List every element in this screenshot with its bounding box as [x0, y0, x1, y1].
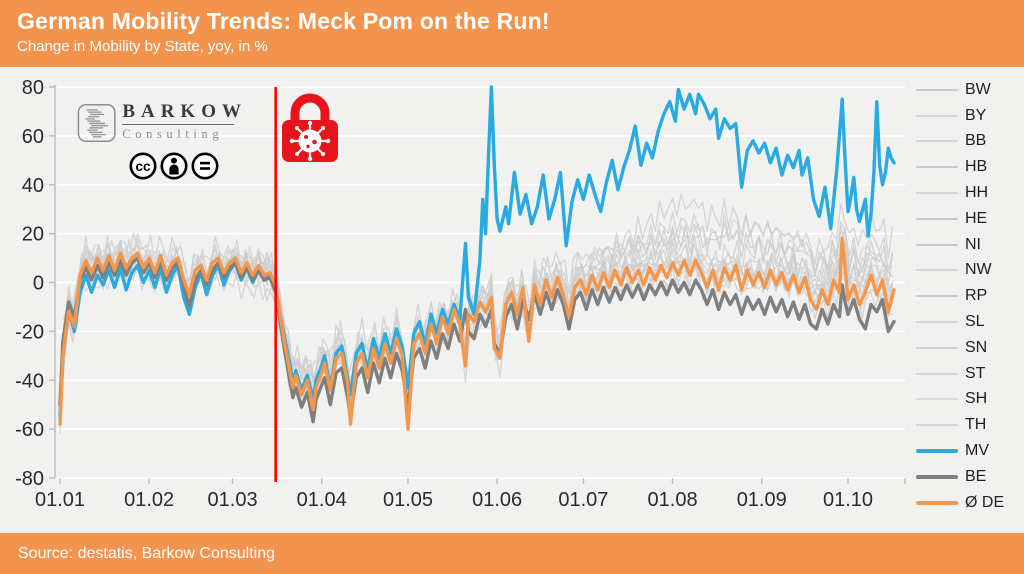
y-tick-label: -40	[15, 370, 44, 392]
x-tick-label: 01.06	[472, 489, 522, 511]
legend-swatch	[916, 500, 958, 505]
legend-swatch	[916, 346, 958, 349]
x-tick-label: 01.04	[297, 489, 347, 511]
legend-swatch	[916, 140, 958, 143]
legend-label: TH	[965, 416, 987, 434]
legend-item-BE: BE	[916, 464, 1020, 490]
legend-label: HB	[965, 158, 988, 176]
x-tick-label: 01.02	[124, 489, 174, 511]
y-tick-label: 80	[22, 77, 44, 99]
legend-swatch	[916, 321, 958, 324]
legend-item-MV: MV	[916, 438, 1020, 464]
legend-item-DE: Ø DE	[916, 490, 1020, 516]
legend-label: BY	[965, 106, 987, 124]
series-line-BE	[58, 256, 896, 424]
legend-label: BB	[965, 132, 987, 150]
legend-item-BY: BY	[916, 103, 1020, 129]
series-line-Ø DE	[58, 236, 896, 431]
chart-legend: BW BY BB HB HH HE NI NW RP SL SN ST SH TH MV BE Ø DE	[916, 77, 1020, 516]
creative-commons-license-icons: cc	[129, 152, 219, 180]
chart-subtitle: Change in Mobility by State, yoy, in %	[17, 38, 268, 55]
y-tick-label: -60	[15, 419, 44, 441]
source-note: Source: destatis, Barkow Consulting	[18, 545, 276, 562]
cc-nd-equals-icon	[191, 152, 219, 180]
legend-swatch	[916, 269, 958, 272]
cc-icon	[129, 152, 157, 180]
chart-footer: Source: destatis, Barkow Consulting	[0, 533, 1024, 574]
x-tick-label: 01.07	[558, 489, 608, 511]
legend-item-BB: BB	[916, 129, 1020, 155]
legend-item-NI: NI	[916, 232, 1020, 258]
legend-item-HH: HH	[916, 180, 1020, 206]
legend-swatch	[916, 398, 958, 401]
cc-by-attribution-icon	[160, 152, 188, 180]
legend-label: SN	[965, 338, 988, 356]
barkow-logo-rule	[122, 124, 235, 125]
barkow-logo: BARKOW Consulting cc	[77, 102, 247, 186]
legend-swatch	[916, 217, 958, 220]
legend-label: SH	[965, 390, 988, 408]
y-tick-label: 0	[33, 273, 44, 295]
legend-item-RP: RP	[916, 283, 1020, 309]
legend-label: BW	[965, 80, 991, 98]
x-tick-label: 01.10	[823, 489, 873, 511]
barkow-logo-name: BARKOW	[122, 101, 247, 122]
legend-label: RP	[965, 287, 988, 305]
y-tick-label: 40	[22, 175, 44, 197]
legend-item-SL: SL	[916, 309, 1020, 335]
chart-title: German Mobility Trends: Meck Pom on the …	[17, 8, 550, 34]
legend-swatch	[916, 295, 958, 298]
legend-label: BE	[965, 467, 987, 485]
legend-label: Ø DE	[965, 493, 1005, 511]
x-tick-label: 01.09	[737, 489, 787, 511]
y-tick-label: -80	[15, 468, 44, 490]
legend-item-SN: SN	[916, 335, 1020, 361]
barkow-logo-icon	[77, 103, 116, 143]
legend-item-HE: HE	[916, 206, 1020, 232]
legend-swatch	[916, 372, 958, 375]
legend-item-BW: BW	[916, 77, 1020, 103]
y-tick-label: 60	[22, 126, 44, 148]
y-tick-label: 20	[22, 224, 44, 246]
legend-item-TH: TH	[916, 412, 1020, 438]
lockdown-lock-icon	[282, 93, 338, 162]
legend-item-NW: NW	[916, 258, 1020, 284]
coronavirus-icon	[289, 120, 331, 162]
legend-swatch	[916, 449, 958, 454]
legend-swatch	[916, 474, 958, 479]
x-tick-label: 01.03	[208, 489, 258, 511]
legend-label: NI	[965, 235, 981, 253]
series-line-MV	[58, 85, 896, 419]
legend-label: HH	[965, 184, 989, 202]
legend-label: SL	[965, 313, 985, 331]
legend-swatch	[916, 166, 958, 169]
y-tick-label: -20	[15, 321, 44, 343]
x-tick-label: 01.05	[383, 489, 433, 511]
legend-swatch	[916, 88, 958, 91]
legend-label: MV	[965, 442, 989, 460]
legend-item-SH: SH	[916, 387, 1020, 413]
barkow-logo-subname: Consulting	[122, 127, 224, 141]
legend-swatch	[916, 192, 958, 195]
x-tick-label: 01.08	[648, 489, 698, 511]
legend-label: HE	[965, 209, 988, 227]
legend-swatch	[916, 424, 958, 427]
chart-header: German Mobility Trends: Meck Pom on the …	[0, 0, 1024, 67]
svg-text:cc: cc	[135, 159, 151, 174]
legend-item-HB: HB	[916, 154, 1020, 180]
x-tick-label: 01.01	[35, 489, 85, 511]
legend-item-ST: ST	[916, 361, 1020, 387]
legend-swatch	[916, 243, 958, 246]
legend-label: NW	[965, 261, 992, 279]
legend-swatch	[916, 114, 958, 117]
legend-label: ST	[965, 364, 986, 382]
